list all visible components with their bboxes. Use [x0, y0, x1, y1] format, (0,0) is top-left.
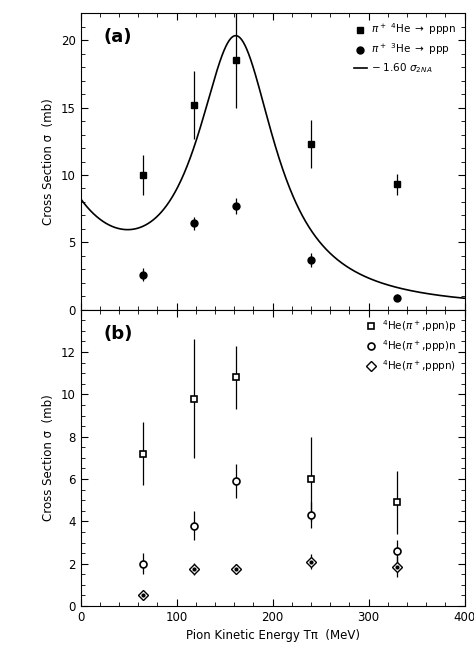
Text: (a): (a)	[104, 28, 132, 46]
Text: (b): (b)	[104, 324, 133, 342]
Legend: $\pi^+$ $^4$He $\rightarrow$ pppn, $\pi^+$ $^3$He $\rightarrow$ ppp, $-$ 1.60 $\: $\pi^+$ $^4$He $\rightarrow$ pppn, $\pi^…	[351, 19, 459, 79]
Y-axis label: Cross Section σ  (mb): Cross Section σ (mb)	[42, 98, 55, 225]
Y-axis label: Cross Section σ  (mb): Cross Section σ (mb)	[42, 394, 55, 521]
X-axis label: Pion Kinetic Energy Tπ  (MeV): Pion Kinetic Energy Tπ (MeV)	[185, 629, 360, 643]
Legend: $^4$He($\pi^+$,ppn)p, $^4$He($\pi^+$,ppp)n, $^4$He($\pi^+$,pppn): $^4$He($\pi^+$,ppn)p, $^4$He($\pi^+$,ppp…	[362, 315, 459, 377]
